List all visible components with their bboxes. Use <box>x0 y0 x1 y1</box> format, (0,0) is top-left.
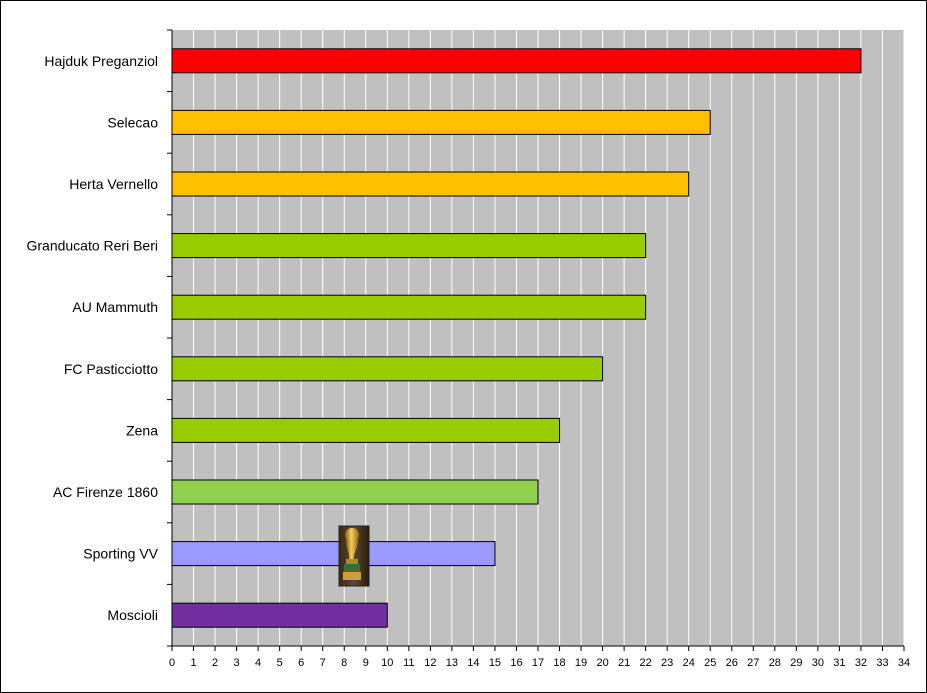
category-label: FC Pasticciotto <box>64 361 158 377</box>
x-tick-label: 13 <box>446 657 458 669</box>
x-tick-label: 33 <box>876 657 888 669</box>
x-tick-label: 12 <box>424 657 436 669</box>
x-tick-label: 25 <box>704 657 716 669</box>
x-tick-label: 5 <box>277 657 283 669</box>
bar <box>171 356 604 382</box>
x-tick-label: 7 <box>320 657 326 669</box>
x-tick-label: 1 <box>190 657 196 669</box>
bar <box>171 109 711 135</box>
category-label: Sporting VV <box>83 546 158 562</box>
x-tick-label: 28 <box>769 657 781 669</box>
category-label: Selecao <box>107 114 158 130</box>
x-tick-label: 31 <box>833 657 845 669</box>
x-tick-label: 17 <box>532 657 544 669</box>
x-tick-label: 6 <box>298 657 304 669</box>
x-tick-label: 10 <box>381 657 393 669</box>
x-tick-label: 2 <box>212 657 218 669</box>
x-tick-label: 4 <box>255 657 261 669</box>
bar <box>171 294 647 320</box>
x-tick-label: 0 <box>169 657 175 669</box>
x-tick-label: 8 <box>341 657 347 669</box>
bar <box>171 233 647 259</box>
category-label: AC Firenze 1860 <box>53 484 158 500</box>
x-tick-label: 11 <box>403 657 414 669</box>
bar <box>171 602 388 628</box>
category-label: Herta Vernello <box>69 176 158 192</box>
x-tick-label: 19 <box>575 657 587 669</box>
bar <box>171 171 690 197</box>
x-tick-label: 27 <box>747 657 759 669</box>
bar <box>171 541 496 567</box>
x-tick-label: 3 <box>234 657 240 669</box>
category-label: Zena <box>126 422 158 438</box>
x-tick-label: 16 <box>510 657 522 669</box>
x-tick-label: 21 <box>618 657 630 669</box>
category-label: Moscioli <box>107 607 158 623</box>
x-tick-labels: 0 1 2 3 4 5 6 7 8 9 10 11 12 13 14 15 16 17 18 19 20 21 22 23 24… <box>169 657 910 669</box>
bar <box>171 48 862 74</box>
bars <box>171 48 862 628</box>
x-tick-label: 20 <box>596 657 608 669</box>
category-label: AU Mammuth <box>72 299 158 315</box>
x-tick-label: 14 <box>467 657 479 669</box>
axes <box>167 29 905 651</box>
category-label: Hajduk Preganziol <box>44 53 158 69</box>
category-labels: Hajduk Preganziol Selecao Herta Vernello Gr… <box>26 53 158 623</box>
x-tick-label: 9 <box>363 657 369 669</box>
bar <box>171 479 539 505</box>
x-tick-label: 22 <box>640 657 652 669</box>
x-tick-label: 24 <box>683 657 695 669</box>
x-tick-label: 34 <box>898 657 910 669</box>
x-tick-label: 30 <box>812 657 824 669</box>
x-tick-label: 18 <box>553 657 565 669</box>
x-tick-label: 26 <box>726 657 738 669</box>
x-tick-label: 29 <box>790 657 802 669</box>
x-tick-label: 23 <box>661 657 673 669</box>
category-label: Granducato Reri Beri <box>26 238 158 254</box>
x-tick-label: 15 <box>489 657 501 669</box>
x-tick-label: 32 <box>855 657 867 669</box>
world-cup-trophy-icon <box>338 525 370 587</box>
bar <box>171 417 561 443</box>
